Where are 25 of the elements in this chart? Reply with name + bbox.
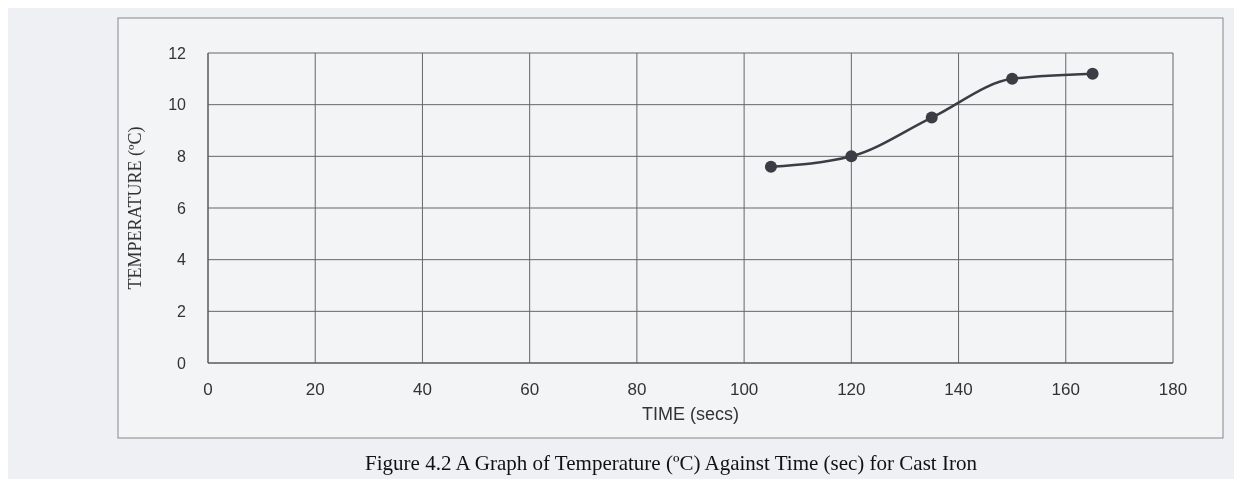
y-tick-label: 4 bbox=[177, 251, 187, 269]
point bbox=[1006, 72, 1019, 85]
x-tick-label: 80 bbox=[627, 380, 647, 399]
x-tick-label: 100 bbox=[729, 380, 759, 399]
point bbox=[845, 150, 858, 163]
y-axis-title: TEMPERATURE (ºC) bbox=[125, 126, 146, 290]
x-tick-label: 40 bbox=[412, 380, 432, 399]
x-tick-label: 180 bbox=[1158, 380, 1188, 399]
x-tick-label: 140 bbox=[944, 380, 973, 399]
point bbox=[764, 160, 777, 173]
y-tick-label: 8 bbox=[177, 147, 187, 165]
point bbox=[925, 111, 938, 124]
text: Figure 4.2 A Graph of Temperature (ºC) Against Time (sec) for Cast Iron bbox=[365, 451, 978, 475]
y-tick-label: 10 bbox=[168, 96, 187, 114]
y-tick-label: 2 bbox=[177, 302, 187, 320]
y-tick-label: 12 bbox=[168, 44, 187, 62]
x-tick-label: 160 bbox=[1051, 380, 1080, 399]
point bbox=[1086, 67, 1099, 80]
x-tick-label: 20 bbox=[305, 380, 325, 399]
x-axis-title: TIME (secs) bbox=[642, 404, 739, 424]
x-tick-label: 60 bbox=[520, 380, 540, 399]
y-tick-label: 6 bbox=[177, 199, 187, 217]
y-tick-label: 0 bbox=[177, 354, 187, 372]
x-tick-label: 120 bbox=[837, 380, 866, 399]
x-tick-label: 0 bbox=[203, 380, 213, 399]
